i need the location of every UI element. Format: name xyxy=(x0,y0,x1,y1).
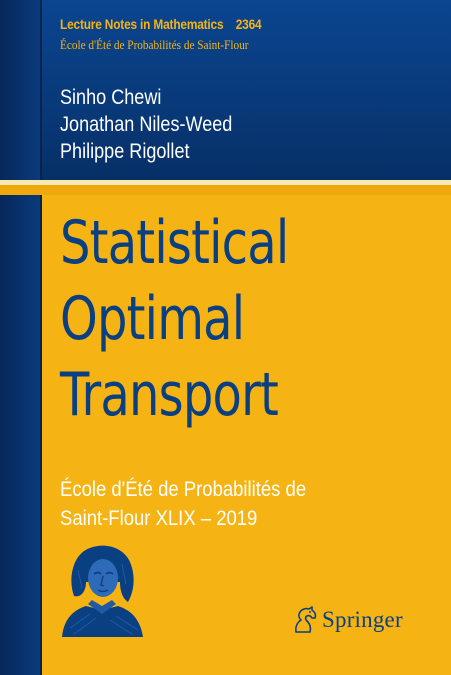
top-blue-band xyxy=(0,0,451,180)
strip-divider xyxy=(40,0,42,675)
author-name: Philippe Rigollet xyxy=(60,140,190,163)
publisher-logo: Springer xyxy=(292,606,403,634)
springer-horse-icon xyxy=(295,606,317,633)
subtitle-line: École d'Été de Probabilités de xyxy=(60,477,307,501)
author-list: Sinho Chewi Jonathan Niles-Weed Philippe… xyxy=(60,84,260,165)
left-blue-strip xyxy=(0,0,40,675)
title-line: Transport xyxy=(60,360,279,430)
title-line: Optimal xyxy=(60,284,245,354)
title-line: Statistical xyxy=(60,208,289,278)
series-name: Lecture Notes in Mathematics xyxy=(60,17,224,32)
subseries-name: École d'Été de Probabilités de Saint-Flo… xyxy=(60,38,249,52)
subtitle-line: Saint-Flour XLIX – 2019 xyxy=(60,506,258,530)
cream-divider xyxy=(0,180,451,185)
publisher-name: Springer xyxy=(322,607,403,632)
author-name: Sinho Chewi xyxy=(60,86,162,109)
author-name: Jonathan Niles-Weed xyxy=(60,113,233,136)
series-number: 2364 xyxy=(235,17,262,32)
portrait-engraving-icon xyxy=(62,545,143,637)
accent-bar xyxy=(0,185,451,195)
book-title: Statistical Optimal Transport xyxy=(60,205,289,433)
series-line: Lecture Notes in Mathematics 2364 xyxy=(60,17,262,32)
book-subtitle: École d'Été de Probabilités de Saint-Flo… xyxy=(60,475,306,533)
